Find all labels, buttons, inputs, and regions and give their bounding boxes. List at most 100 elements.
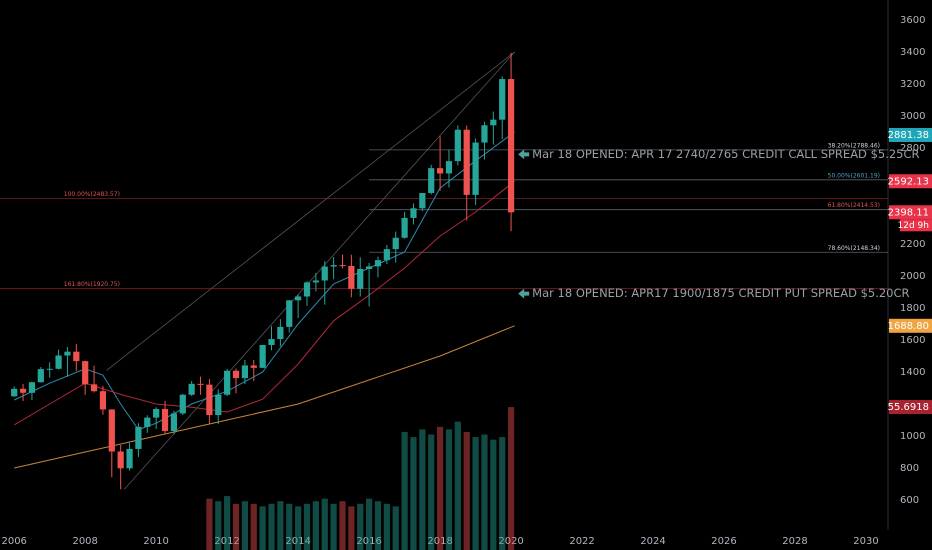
- annotation: Mar 18 OPENED: APR17 1900/1875 CREDIT PU…: [532, 286, 909, 300]
- volume-bar: [463, 431, 470, 550]
- countdown-bg: [900, 219, 932, 232]
- candle-body: [55, 355, 62, 369]
- x-tick-label: 2028: [782, 536, 807, 547]
- volume-bar: [445, 429, 453, 550]
- candle-body: [472, 142, 479, 195]
- volume-bar: [507, 407, 515, 550]
- volume-bar: [321, 498, 328, 550]
- price-label-bg: [889, 127, 932, 142]
- volume-bar: [374, 501, 382, 550]
- candle-body: [410, 208, 417, 218]
- volume-bar: [232, 503, 240, 550]
- candle-body: [64, 351, 71, 356]
- candle-body: [19, 388, 27, 393]
- volume-bar: [428, 434, 435, 550]
- trendline: [106, 51, 515, 371]
- volume-bar: [410, 437, 417, 550]
- candle-body: [241, 365, 248, 379]
- candle-body: [73, 351, 80, 362]
- candle-body: [224, 370, 231, 395]
- volume-bar: [481, 434, 488, 550]
- volume-bar: [357, 503, 364, 550]
- volume-bar: [215, 501, 222, 550]
- x-tick-label: 2020: [498, 536, 523, 547]
- candle-body: [436, 168, 444, 174]
- candle-body: [126, 448, 133, 469]
- volume-bar: [330, 503, 337, 550]
- candle-body: [108, 409, 115, 452]
- volume-bar: [268, 503, 275, 550]
- trendline: [123, 51, 515, 490]
- candle-body: [259, 344, 266, 368]
- candle-body: [357, 268, 364, 289]
- candle-body: [419, 192, 426, 209]
- y-tick-label: 3400: [900, 47, 925, 58]
- candle-body: [463, 129, 470, 195]
- volume-bar: [454, 421, 461, 550]
- volume-bar: [303, 503, 311, 550]
- candle-body: [428, 168, 435, 193]
- candle-body: [383, 249, 390, 261]
- candle-body: [277, 326, 284, 340]
- x-tick-label: 2008: [72, 536, 97, 547]
- x-tick-label: 2010: [143, 536, 168, 547]
- volume-bar: [348, 506, 355, 550]
- candle-body: [197, 383, 204, 385]
- x-tick-label: 2024: [640, 536, 665, 547]
- y-tick-label: 2200: [900, 239, 925, 250]
- candle-body: [232, 370, 240, 379]
- y-tick-label: 1600: [900, 335, 925, 346]
- candle-body: [90, 384, 98, 392]
- volume-bar: [383, 503, 390, 550]
- candle-body: [321, 266, 328, 281]
- fib-label: 38.20%(2788.46): [828, 142, 880, 149]
- candle-body: [348, 265, 355, 289]
- volume-bar: [286, 503, 293, 550]
- candle-body: [392, 237, 399, 250]
- volume-bar: [259, 506, 266, 550]
- candle-body: [170, 413, 178, 432]
- candle-body: [153, 408, 160, 418]
- y-tick-label: 1400: [900, 367, 925, 378]
- volume-bar: [277, 501, 284, 550]
- price-label-bg: [889, 400, 932, 415]
- price-label-bg: [889, 205, 932, 220]
- candle-body: [11, 388, 18, 397]
- volume-bar: [490, 439, 497, 550]
- candle-body: [401, 217, 408, 238]
- x-tick-label: 2030: [853, 536, 878, 547]
- volume-bar: [366, 498, 373, 550]
- x-tick-label: 2018: [427, 536, 452, 547]
- candle-body: [330, 265, 337, 267]
- y-tick-label: 3600: [900, 15, 925, 26]
- y-tick-label: 600: [900, 495, 919, 506]
- x-tick-label: 2016: [356, 536, 381, 547]
- volume-bar: [250, 503, 257, 550]
- fib-label: 161.80%(1920.75): [64, 281, 120, 288]
- candle-body: [82, 361, 89, 385]
- candle-body: [366, 266, 373, 269]
- candle-body: [46, 368, 53, 370]
- candle-body: [37, 369, 44, 383]
- candle-body: [161, 408, 169, 432]
- candle-body: [215, 394, 222, 416]
- volume-bar: [339, 501, 346, 550]
- candle-body: [144, 417, 151, 427]
- moving-average: [14, 325, 515, 469]
- volume-bar: [295, 506, 302, 550]
- candle-body: [303, 282, 311, 297]
- price-label: 1688.80: [888, 321, 929, 332]
- candle-body: [179, 394, 186, 414]
- candle-body: [286, 300, 293, 327]
- candle-body: [481, 125, 488, 143]
- candle-body: [339, 265, 346, 267]
- candle-body: [28, 382, 36, 393]
- y-tick-label: 800: [900, 463, 919, 474]
- candle-body: [117, 451, 124, 469]
- volume-bar: [436, 426, 444, 550]
- annotation-arrow: [518, 288, 530, 299]
- x-tick-label: 2022: [569, 536, 594, 547]
- annotation-arrow: [518, 149, 530, 160]
- volume-bar: [224, 496, 231, 550]
